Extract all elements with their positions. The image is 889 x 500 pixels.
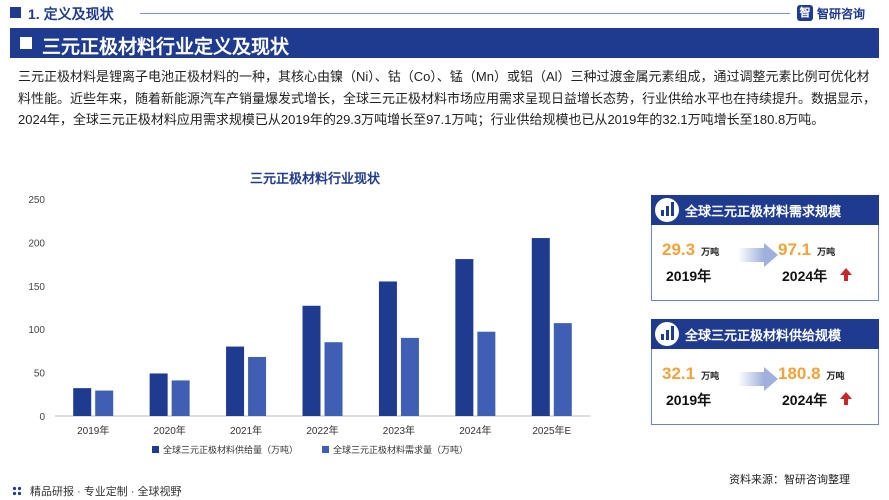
x-tick-label: 2022年 xyxy=(306,424,338,437)
demand-bar xyxy=(248,356,267,416)
supply-to-year: 2024年 xyxy=(782,392,828,408)
source-note: 资料来源：智研咨询整理 xyxy=(729,474,850,486)
legend-label: 全球三元正极材料需求量（万吨） xyxy=(333,444,468,455)
demand-to-year: 2024年 xyxy=(782,268,828,284)
chart-title: 三元正极材料行业现状 xyxy=(249,171,380,186)
demand-card-header: 全球三元正极材料需求规模 xyxy=(651,195,879,225)
supply-to-unit: 万吨 xyxy=(826,371,845,381)
page-title: 三元正极材料行业定义及现状 xyxy=(42,37,290,58)
demand-bar xyxy=(400,337,419,416)
x-tick-label: 2020年 xyxy=(154,424,186,437)
banner-marker xyxy=(20,37,32,49)
supply-to-value: 180.8 万吨 xyxy=(778,364,845,383)
demand-from-year: 2019年 xyxy=(666,268,712,284)
growth-arrow-icon xyxy=(738,243,778,267)
demand-to-unit: 万吨 xyxy=(817,247,836,257)
bar-chart-icon xyxy=(655,198,679,222)
legend-swatch xyxy=(322,446,329,453)
growth-arrow-icon xyxy=(738,367,778,391)
brand-name: 智研咨询 xyxy=(817,7,866,21)
title-banner: 三元正极材料行业定义及现状 xyxy=(10,28,879,58)
demand-card: 全球三元正极材料需求规模 29.3 万吨 97.1 万吨 2019年 2024年 xyxy=(651,195,879,301)
demand-bar xyxy=(324,342,343,416)
demand-to-value: 97.1 万吨 xyxy=(778,240,836,259)
bar-chart: 0 50 100 150 200 250 2019年 2020年 2021年 2022年 2023年… xyxy=(28,195,590,455)
section-marker xyxy=(10,7,21,18)
demand-bar xyxy=(477,331,496,416)
supply-bar xyxy=(302,305,321,416)
intro-paragraph: 三元正极材料是锂离子电池正极材料的一种，其核心由镍（Ni）、钴（Co）、锰（Mn… xyxy=(18,69,877,127)
x-tick-label: 2019年 xyxy=(77,424,109,437)
footer: 精品研报 · 专业定制 · 全球视野 xyxy=(0,478,889,500)
supply-bar xyxy=(149,373,168,416)
supply-bar xyxy=(455,259,474,416)
supply-bar xyxy=(226,346,245,416)
bar-chart-icon xyxy=(655,322,679,346)
demand-bar xyxy=(553,323,572,416)
top-bar: 1. 定义及现状 智 智研咨询 xyxy=(0,0,889,26)
supply-bar xyxy=(378,281,397,416)
section-title: 1. 定义及现状 xyxy=(28,6,114,22)
y-tick-label: 50 xyxy=(34,369,46,380)
supply-card-header: 全球三元正极材料供给规模 xyxy=(651,319,879,349)
dots-icon xyxy=(12,486,22,496)
y-tick-label: 150 xyxy=(28,282,45,293)
y-tick-label: 100 xyxy=(28,325,45,336)
header-rule xyxy=(140,13,790,14)
x-tick-label: 2025年E xyxy=(532,424,571,437)
supply-bar xyxy=(531,238,550,416)
supply-from-value: 32.1 万吨 xyxy=(662,364,720,383)
y-tick-label: 250 xyxy=(28,195,45,206)
demand-bar xyxy=(95,390,114,416)
up-arrow-icon xyxy=(840,268,852,281)
y-tick-label: 0 xyxy=(39,412,45,423)
supply-card-title: 全球三元正极材料供给规模 xyxy=(685,328,842,343)
supply-from-year: 2019年 xyxy=(666,392,712,408)
x-tick-label: 2024年 xyxy=(459,424,491,437)
supply-from-unit: 万吨 xyxy=(701,371,720,381)
demand-bar xyxy=(171,380,190,416)
demand-card-title: 全球三元正极材料需求规模 xyxy=(685,204,842,219)
brand-logo-icon: 智 xyxy=(797,5,813,21)
legend-swatch xyxy=(152,446,159,453)
x-tick-label: 2021年 xyxy=(230,424,262,437)
demand-from-unit: 万吨 xyxy=(701,247,720,257)
x-tick-label: 2023年 xyxy=(383,424,415,437)
footer-tagline: 精品研报 · 专业定制 · 全球视野 xyxy=(30,486,182,498)
demand-from-value: 29.3 万吨 xyxy=(662,240,720,259)
up-arrow-icon xyxy=(840,392,852,405)
legend-label: 全球三元正极材料供给量（万吨） xyxy=(163,444,298,455)
y-tick-label: 200 xyxy=(28,238,45,249)
supply-bar xyxy=(73,388,92,416)
supply-card: 全球三元正极材料供给规模 32.1 万吨 180.8 万吨 2019年 2024年 xyxy=(651,319,879,425)
